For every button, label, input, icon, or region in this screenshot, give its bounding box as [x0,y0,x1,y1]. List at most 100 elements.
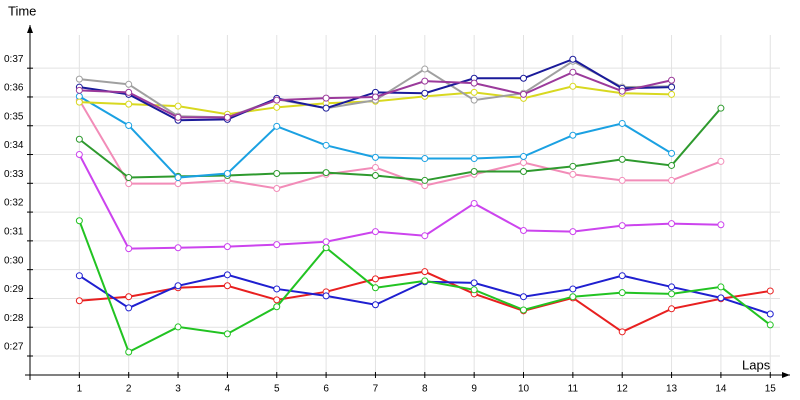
point [371,301,379,309]
point [174,282,182,290]
point [75,98,83,106]
x-tick-label: 6 [323,384,329,395]
x-tick-label: 3 [175,384,181,395]
point [273,303,281,311]
y-tick-label: 0:28 [4,313,24,324]
point [569,170,577,178]
point [421,89,429,97]
point [75,92,83,100]
point [223,330,231,338]
point [322,141,330,149]
y-tick-label: 0:27 [4,342,24,353]
point [520,90,528,98]
point [223,113,231,121]
point [421,176,429,184]
point [125,304,133,312]
point [520,227,528,235]
point [618,272,626,280]
x-tick-label: 10 [518,384,530,395]
point [470,96,478,104]
series-line [78,154,721,250]
point [371,93,379,101]
y-axis-title: Time [8,3,36,18]
point [75,86,83,94]
point [174,113,182,121]
point [273,96,281,104]
point [668,290,676,298]
point [174,244,182,252]
point [75,272,83,280]
point [470,279,478,287]
x-tick-label: 2 [126,384,132,395]
point [668,76,676,84]
point [470,79,478,87]
point [470,155,478,163]
point [75,135,83,143]
point [273,241,281,249]
point [668,90,676,98]
point [75,75,83,83]
y-tick-label: 0:34 [4,140,24,151]
point [569,131,577,139]
point [668,220,676,228]
point [273,285,281,293]
point [371,275,379,283]
point [668,161,676,169]
point [618,289,626,297]
point [223,170,231,178]
point [125,174,133,182]
point [371,284,379,292]
x-tick-label: 13 [666,384,678,395]
point [273,296,281,304]
point [125,245,133,253]
y-tick-label: 0:31 [4,227,24,238]
point [618,119,626,127]
point [371,228,379,236]
point [717,283,725,291]
point [520,159,528,167]
point [569,68,577,76]
point [174,174,182,182]
point [75,151,83,159]
x-axis-arrow [782,372,790,378]
point [470,286,478,294]
point [421,77,429,85]
point [75,217,83,225]
y-tick-label: 0:36 [4,83,24,94]
x-tick-label: 4 [225,384,231,395]
point [470,88,478,96]
point [371,172,379,180]
point [668,283,676,291]
x-tick-label: 1 [77,384,83,395]
point [421,65,429,73]
point [322,94,330,102]
point [322,244,330,252]
point [668,83,676,91]
x-tick-label: 15 [765,384,777,395]
point [618,328,626,336]
y-axis-arrow [27,25,33,33]
point [125,121,133,129]
point [75,297,83,305]
point [569,285,577,293]
point [717,104,725,112]
point [421,155,429,163]
point [520,293,528,301]
point [766,321,774,329]
point [174,102,182,110]
point [470,168,478,176]
point [322,169,330,177]
point [717,294,725,302]
point [273,170,281,178]
point [569,293,577,301]
y-tick-label: 0:33 [4,169,24,180]
point [421,232,429,240]
y-tick-label: 0:30 [4,255,24,266]
series-line [78,99,722,190]
point [322,238,330,246]
x-tick-label: 14 [715,384,727,395]
x-tick-label: 11 [568,384,579,395]
x-tick-label: 7 [373,384,379,395]
point [520,306,528,314]
